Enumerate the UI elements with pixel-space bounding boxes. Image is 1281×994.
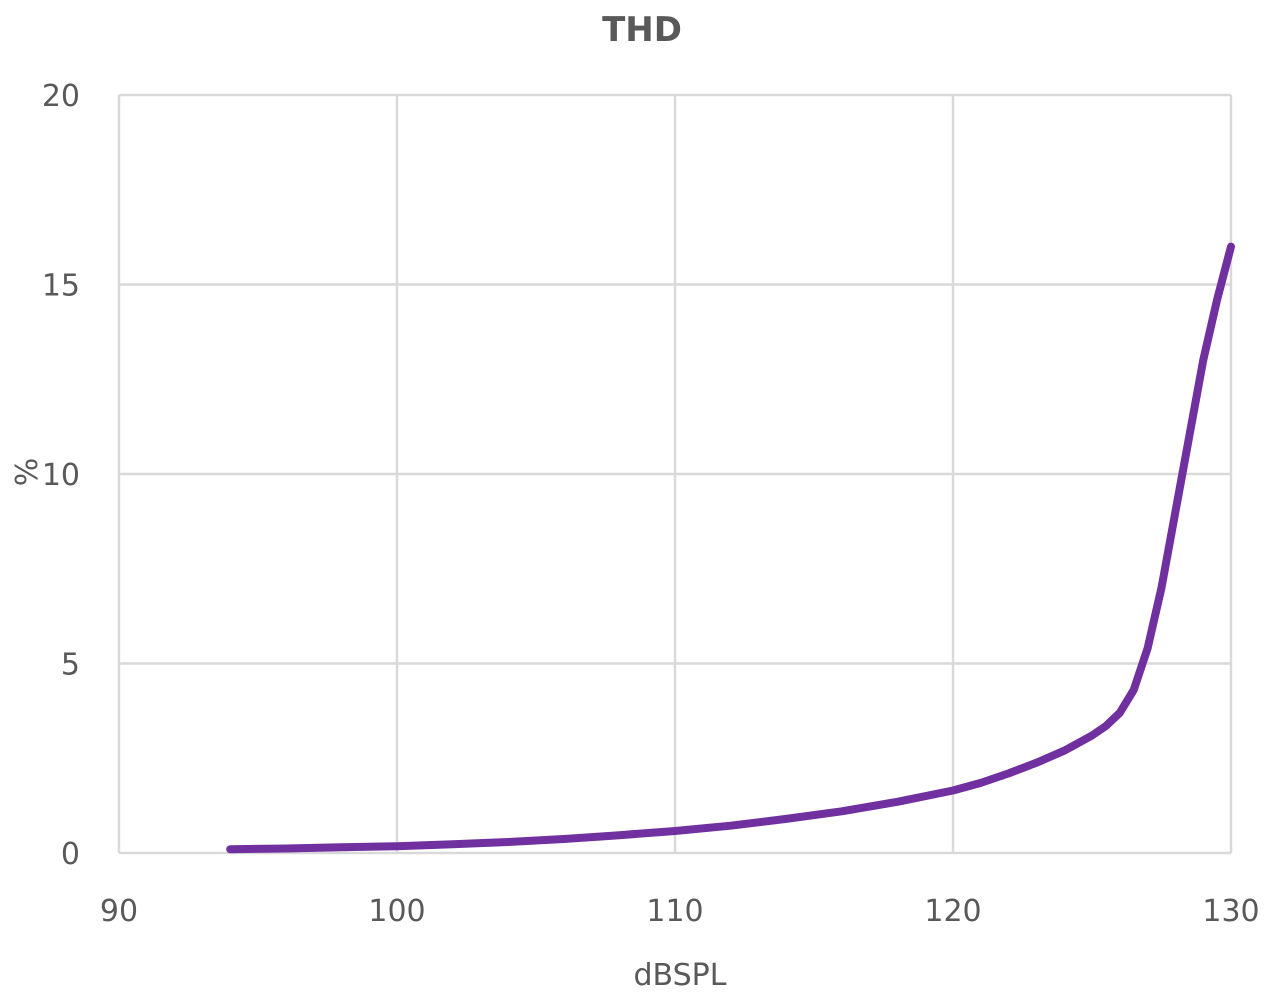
x-tick-label: 110: [646, 894, 703, 929]
x-tick-labels: 90 100 110 120 130: [100, 894, 1260, 929]
x-tick-label: 120: [924, 894, 981, 929]
y-tick-label: 5: [61, 648, 80, 683]
grid-layer: [117, 93, 1233, 855]
x-tick-label: 90: [100, 894, 138, 929]
y-tick-label: 0: [61, 837, 80, 872]
y-tick-label: 15: [42, 269, 80, 304]
y-axis-label: %: [10, 458, 45, 487]
series-line: [226, 242, 1235, 854]
y-tick-label: 20: [42, 79, 80, 114]
x-tick-label: 130: [1202, 894, 1259, 929]
y-tick-label: 10: [42, 458, 80, 493]
chart-title: THD: [602, 10, 682, 50]
x-tick-label: 100: [368, 894, 425, 929]
y-tick-labels: 0 5 10 15 20: [42, 79, 80, 872]
x-axis-label: dBSPL: [634, 958, 727, 993]
series-layer: [226, 242, 1235, 854]
